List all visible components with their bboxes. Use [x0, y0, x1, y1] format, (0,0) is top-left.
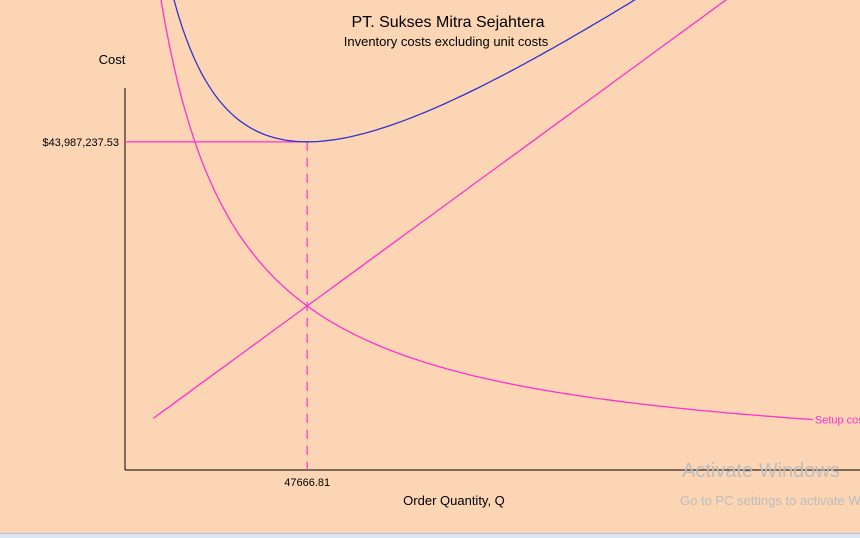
optimal-quantity-tick-label: 47666.81	[284, 477, 330, 489]
taskbar-strip	[0, 533, 860, 538]
chart-title: PT. Sukses Mitra Sejahtera	[352, 14, 545, 31]
setup-cost-label: Setup cost	[815, 415, 860, 427]
optimal-cost-tick-label: $43,987,237.53	[43, 137, 119, 149]
y-axis-label: Cost	[99, 52, 126, 67]
total-cost-curve	[173, 0, 636, 143]
activate-windows-title: Activate Windows	[682, 460, 840, 482]
chart-marks: Total CostHolding CostSetup cost	[125, 0, 860, 470]
chart-subtitle: Inventory costs excluding unit costs	[344, 34, 549, 49]
setup-cost-curve	[160, 0, 813, 421]
activate-windows-subtitle: Go to PC settings to activate W	[680, 493, 860, 508]
holding-cost-curve	[152, 0, 727, 419]
x-axis-label: Order Quantity, Q	[403, 493, 505, 508]
